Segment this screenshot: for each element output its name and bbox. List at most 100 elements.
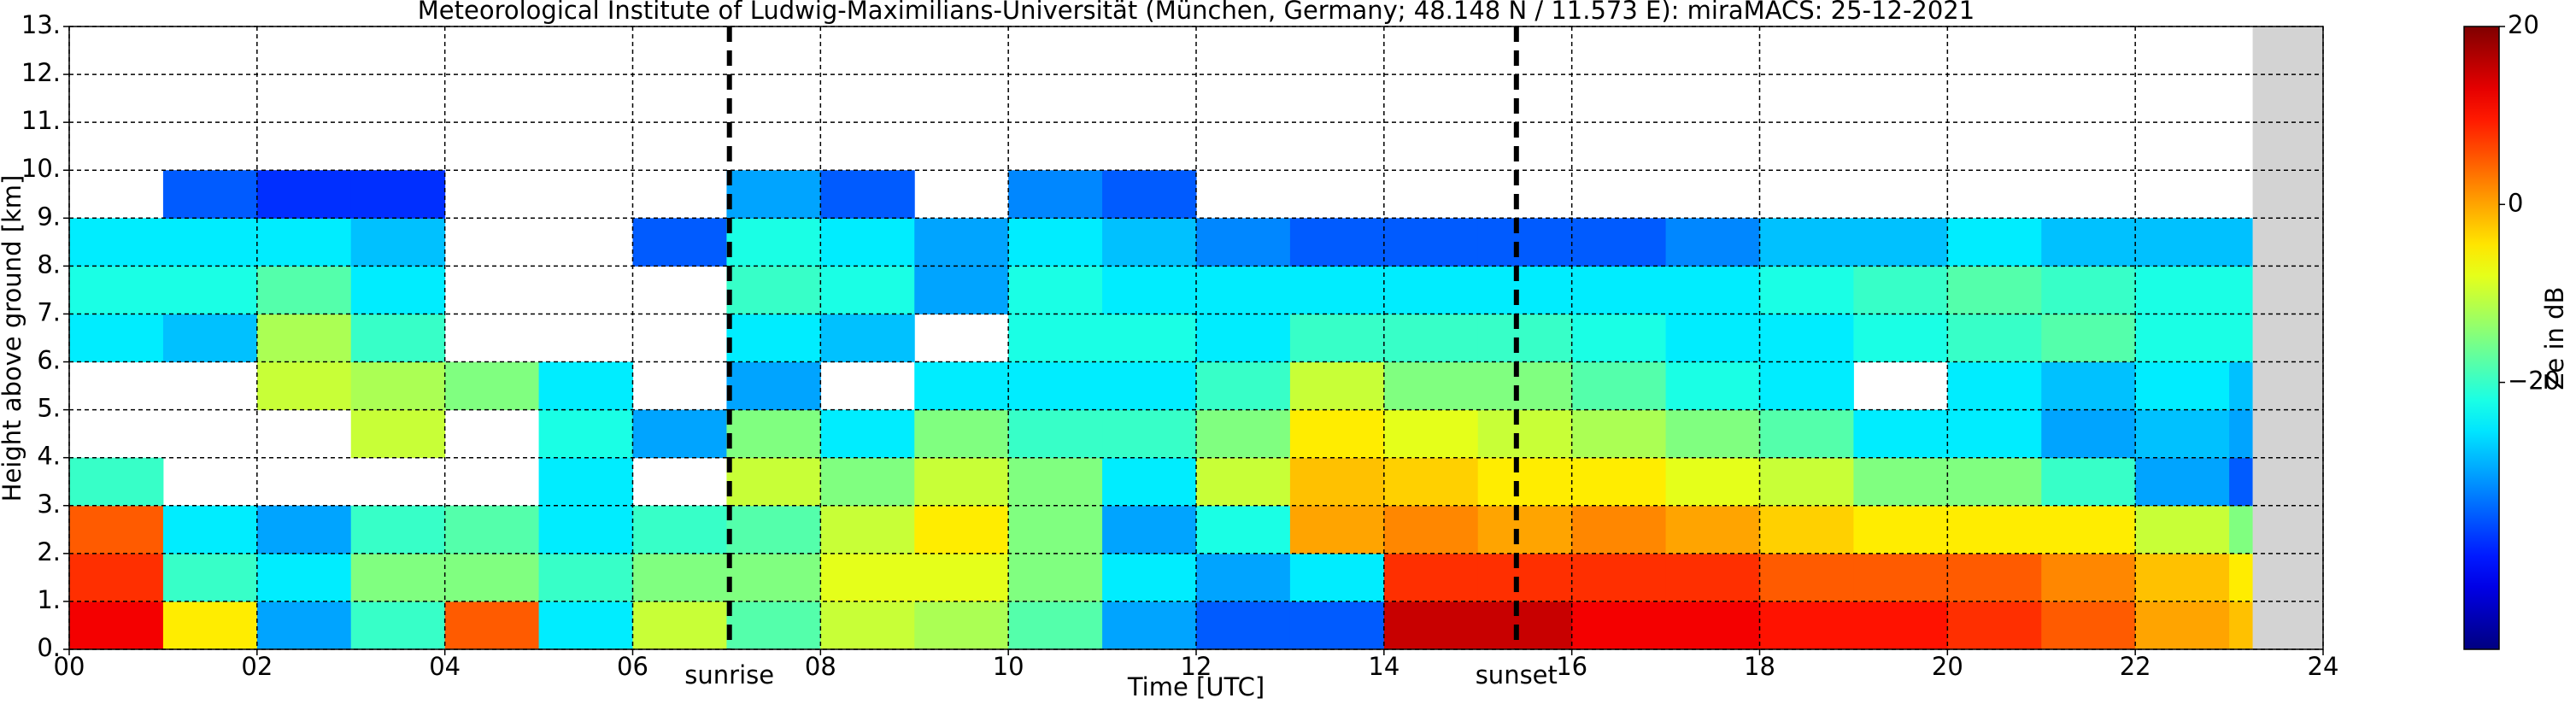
cell bbox=[820, 314, 915, 363]
cell bbox=[1477, 218, 1573, 267]
x-tick-label: 20 bbox=[1932, 652, 1963, 681]
cell bbox=[1383, 218, 1479, 267]
cell bbox=[350, 409, 446, 459]
cell bbox=[726, 170, 821, 219]
cell bbox=[1853, 505, 1948, 554]
x-tick-label: 00 bbox=[54, 652, 85, 681]
cell bbox=[726, 457, 821, 507]
cell bbox=[162, 170, 258, 219]
cell bbox=[2229, 409, 2254, 459]
cell bbox=[350, 170, 446, 219]
cell bbox=[1853, 409, 1948, 459]
cell bbox=[444, 505, 540, 554]
cell bbox=[726, 409, 821, 459]
cell bbox=[1759, 218, 1854, 267]
cell bbox=[632, 409, 727, 459]
cell bbox=[69, 505, 164, 554]
cell bbox=[2135, 266, 2230, 314]
cell bbox=[538, 505, 633, 554]
cell bbox=[1665, 361, 1760, 411]
cell bbox=[2135, 505, 2230, 554]
cell bbox=[1196, 409, 1291, 459]
cell bbox=[1665, 218, 1760, 267]
cell bbox=[1196, 601, 1291, 650]
cell bbox=[1289, 457, 1385, 507]
chart-title: Meteorological Institute of Ludwig-Maxim… bbox=[418, 0, 1975, 25]
cell bbox=[2135, 361, 2230, 411]
cell bbox=[632, 601, 727, 650]
cell bbox=[69, 457, 164, 507]
cell bbox=[1102, 553, 1197, 602]
cell bbox=[2229, 266, 2254, 314]
cell bbox=[1947, 553, 2042, 602]
cell bbox=[1102, 361, 1197, 411]
cell bbox=[1008, 601, 1103, 650]
cell bbox=[1571, 409, 1667, 459]
y-tick-label: 10. bbox=[21, 154, 61, 183]
x-tick-label: 06 bbox=[617, 652, 648, 681]
cell bbox=[914, 505, 1009, 554]
cell bbox=[1383, 553, 1479, 602]
cell bbox=[820, 553, 915, 602]
cell bbox=[2229, 601, 2254, 650]
cell bbox=[1947, 218, 2042, 267]
cell bbox=[1196, 505, 1291, 554]
cell bbox=[820, 218, 915, 267]
cell bbox=[914, 361, 1009, 411]
cell bbox=[1008, 553, 1103, 602]
cell bbox=[1947, 601, 2042, 650]
colorbar bbox=[2463, 26, 2500, 650]
cell bbox=[726, 505, 821, 554]
cell bbox=[1477, 409, 1573, 459]
cell bbox=[2041, 218, 2136, 267]
cell bbox=[350, 218, 446, 267]
cell bbox=[350, 553, 446, 602]
cell bbox=[820, 505, 915, 554]
cell bbox=[1196, 361, 1291, 411]
cell bbox=[1289, 314, 1385, 363]
cell bbox=[1008, 218, 1103, 267]
cell bbox=[1008, 314, 1103, 363]
cell bbox=[350, 505, 446, 554]
cell bbox=[1383, 457, 1479, 507]
y-tick-label: 12. bbox=[21, 58, 61, 87]
cell bbox=[1665, 553, 1760, 602]
cell bbox=[1853, 457, 1948, 507]
cell bbox=[726, 266, 821, 314]
cell bbox=[1853, 218, 1948, 267]
cell bbox=[69, 266, 164, 314]
cell bbox=[1383, 505, 1479, 554]
cell bbox=[2135, 601, 2230, 650]
x-tick-label: 18 bbox=[1744, 652, 1775, 681]
cell bbox=[1759, 553, 1854, 602]
cell bbox=[820, 266, 915, 314]
cell bbox=[1947, 314, 2042, 363]
cell bbox=[69, 218, 164, 267]
cell bbox=[2229, 218, 2254, 267]
cell bbox=[632, 553, 727, 602]
cell bbox=[914, 218, 1009, 267]
x-tick-label: 14 bbox=[1368, 652, 1399, 681]
y-tick-label: 4. bbox=[37, 442, 61, 471]
x-tick-label: 02 bbox=[241, 652, 273, 681]
cell bbox=[1102, 218, 1197, 267]
cell bbox=[444, 553, 540, 602]
no-data-area bbox=[2252, 26, 2323, 649]
cell bbox=[162, 505, 258, 554]
cell bbox=[1759, 601, 1854, 650]
cell bbox=[1102, 409, 1197, 459]
cell bbox=[256, 266, 352, 314]
cell bbox=[2041, 266, 2136, 314]
cell bbox=[1008, 266, 1103, 314]
cell bbox=[1665, 314, 1760, 363]
cell bbox=[2229, 505, 2254, 554]
cell bbox=[726, 601, 821, 650]
cell bbox=[162, 601, 258, 650]
y-tick-label: 5. bbox=[37, 394, 61, 423]
cell bbox=[1477, 314, 1573, 363]
x-tick-label: 04 bbox=[429, 652, 461, 681]
colorbar-tick-label: 20 bbox=[2508, 10, 2539, 39]
cell bbox=[1383, 314, 1479, 363]
y-tick-label: 11. bbox=[21, 106, 61, 135]
